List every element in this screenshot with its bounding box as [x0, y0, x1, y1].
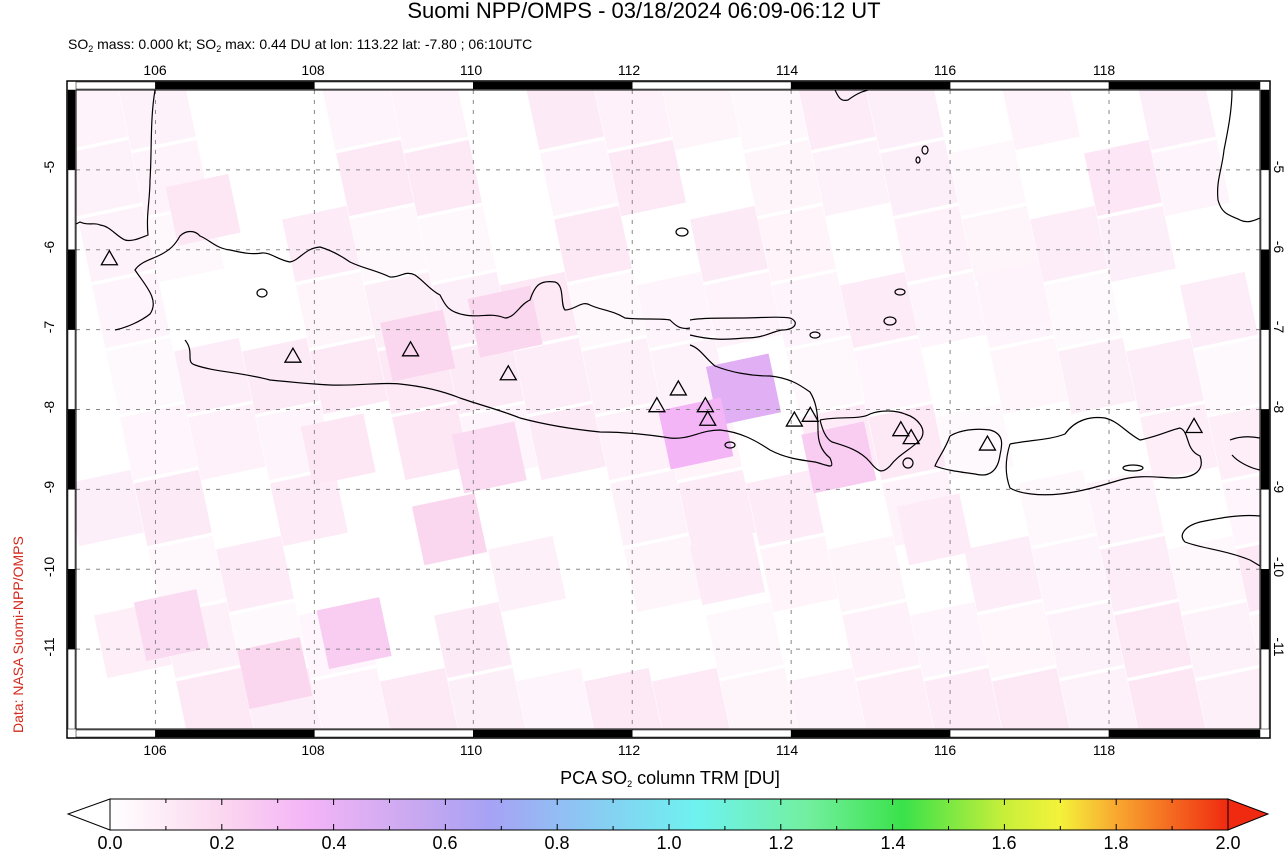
colorbar-tick: 0.4 — [321, 833, 347, 853]
so2-pixel — [300, 413, 376, 486]
x-tick-label: 118 — [1092, 742, 1116, 758]
y-tick-label: -6 — [41, 240, 57, 254]
so2-pixel — [976, 261, 1052, 334]
so2-pixel — [316, 597, 392, 670]
volcano-icon — [698, 409, 717, 426]
so2-pixel — [658, 397, 734, 470]
colorbar-tick: 2.0 — [1215, 833, 1241, 853]
coastlines — [76, 90, 1260, 567]
map-frame — [66, 80, 1271, 739]
y-tick-label: -5 — [41, 160, 57, 174]
x-tick-label: 108 — [301, 742, 325, 758]
x-tick-label: 110 — [459, 62, 483, 78]
so2-pixel — [237, 637, 313, 710]
x-tick-label: 114 — [775, 62, 799, 78]
x-tick-label: 114 — [775, 742, 799, 758]
colorbar-tick: 1.0 — [656, 833, 682, 853]
y-tick-label: -11 — [41, 637, 57, 657]
so2-pixel — [896, 493, 972, 566]
colorbar-label: PCA SO2 column TRM [DU] — [560, 768, 780, 789]
colorbar-tick: 1.6 — [991, 833, 1017, 853]
colorbar-over-arrow — [1227, 798, 1270, 831]
colorbar-tick: 0.2 — [209, 833, 235, 853]
so2-pixel — [451, 421, 527, 494]
so2-pixel — [411, 493, 488, 566]
x-tick-label: 116 — [933, 742, 957, 758]
x-tick-label: 118 — [1092, 62, 1116, 78]
y-tick-label: -5 — [1271, 160, 1287, 174]
graticule — [76, 90, 1260, 729]
volcano-icon — [891, 420, 910, 437]
volcano-icon — [100, 249, 119, 266]
y-tick-label: -7 — [41, 320, 57, 334]
chart-subtitle: SO2 mass: 0.000 kt; SO2 max: 0.44 DU at … — [68, 36, 533, 54]
x-tick-label: 112 — [617, 742, 641, 758]
x-tick-label: 112 — [617, 62, 641, 78]
y-tick-label: -9 — [1271, 480, 1287, 494]
volcano-icon — [1184, 417, 1204, 434]
y-tick-label: -8 — [41, 400, 57, 414]
y-tick-label: -7 — [1271, 320, 1287, 334]
colorbar-under-arrow — [66, 798, 111, 831]
volcano-icon — [902, 428, 921, 445]
y-tick-label: -10 — [41, 556, 57, 578]
volcano-icon — [647, 396, 666, 413]
so2-pixel — [133, 589, 209, 662]
y-tick-label: -9 — [41, 480, 57, 494]
y-tick-label: -11 — [1271, 637, 1287, 657]
colorbar — [66, 798, 1270, 831]
volcano-icon — [499, 364, 518, 381]
so2-pixel — [380, 309, 456, 382]
so2-pixel — [165, 173, 241, 246]
colorbar-tick: 0.8 — [544, 833, 570, 853]
volcano-markers — [100, 249, 1204, 451]
colorbar-tick: 0.0 — [97, 833, 123, 853]
x-tick-label: 108 — [301, 62, 325, 78]
x-tick-label: 106 — [143, 62, 167, 78]
so2-pixel — [705, 353, 782, 426]
volcano-icon — [785, 410, 804, 427]
chart-title: Suomi NPP/OMPS - 03/18/2024 06:09-06:12 … — [407, 0, 881, 23]
colorbar-tick: 1.4 — [880, 833, 906, 853]
y-tick-label: -10 — [1271, 556, 1287, 578]
colorbar-tick: 1.2 — [768, 833, 794, 853]
colorbar-tick: 1.8 — [1103, 833, 1129, 853]
volcano-icon — [669, 379, 688, 396]
x-tick-label: 110 — [459, 742, 483, 758]
volcano-icon — [696, 396, 715, 413]
y-tick-label: -8 — [1271, 400, 1287, 414]
x-tick-label: 116 — [933, 62, 957, 78]
so2-pixel — [801, 421, 877, 494]
volcano-icon — [401, 340, 420, 357]
colorbar-tick: 0.6 — [432, 833, 458, 853]
volcano-icon — [978, 434, 997, 451]
so2-pixel-layer — [76, 90, 1260, 729]
x-tick-label: 106 — [143, 742, 167, 758]
y-tick-label: -6 — [1271, 240, 1287, 254]
volcano-icon — [283, 346, 303, 363]
volcano-icon — [801, 405, 820, 422]
